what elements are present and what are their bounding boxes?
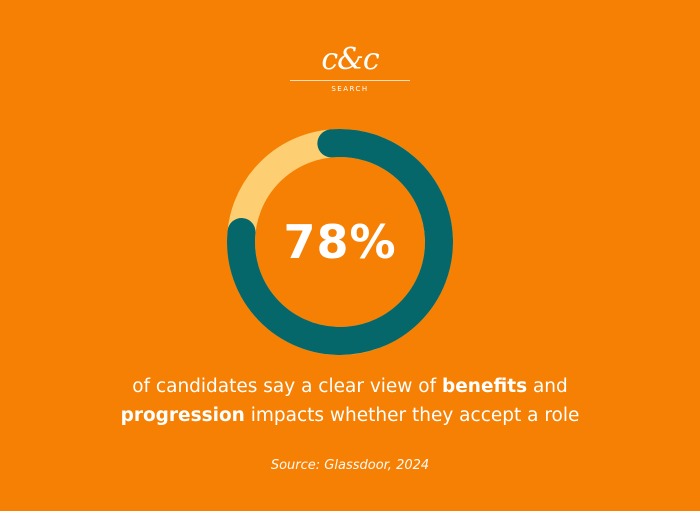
- logo: c&c SEARCH: [0, 34, 700, 104]
- center-value: 78%: [283, 215, 397, 269]
- caption-emphasis-benefits: benefits: [442, 376, 528, 397]
- source-note: Source: Glassdoor, 2024: [270, 458, 430, 473]
- caption-text: of candidates say a clear view of: [132, 376, 443, 397]
- donut-arc-primary: [227, 129, 453, 355]
- logo-divider: [290, 80, 410, 81]
- caption-text: and: [527, 376, 568, 397]
- caption-emphasis-progression: progression: [120, 405, 245, 426]
- donut-chart: [227, 129, 453, 355]
- logo-subtitle: SEARCH: [331, 85, 369, 93]
- logo-mark: c&c: [321, 42, 379, 77]
- caption-text: impacts whether they accept a role: [244, 405, 580, 426]
- caption: of candidates say a clear view of benefi…: [60, 372, 640, 430]
